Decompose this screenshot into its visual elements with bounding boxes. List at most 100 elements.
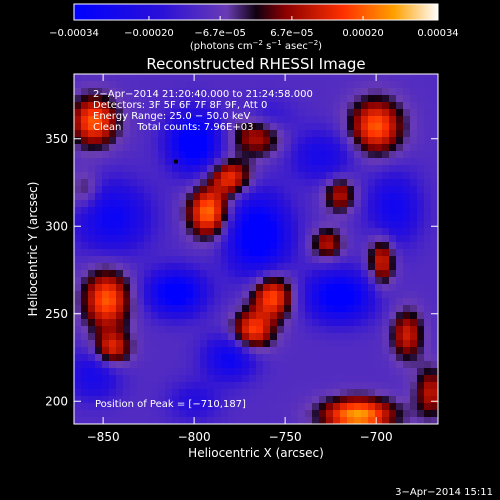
heatmap-cell bbox=[228, 172, 236, 180]
heatmap-cell bbox=[347, 368, 355, 376]
heatmap-cell bbox=[242, 95, 250, 103]
heatmap-cell bbox=[382, 235, 390, 243]
heatmap-cell bbox=[284, 333, 292, 341]
heatmap-cell bbox=[228, 116, 236, 124]
heatmap-cell bbox=[354, 403, 362, 411]
heatmap-cell bbox=[235, 361, 243, 369]
heatmap-cell bbox=[179, 193, 187, 201]
heatmap-cell bbox=[207, 193, 215, 201]
heatmap-cell bbox=[382, 375, 390, 383]
heatmap-cell bbox=[130, 312, 138, 320]
heatmap-cell bbox=[137, 193, 145, 201]
heatmap-cell bbox=[256, 263, 264, 271]
heatmap-cell bbox=[88, 305, 96, 313]
heatmap-cell bbox=[123, 298, 131, 306]
heatmap-cell bbox=[291, 249, 299, 257]
heatmap-cell bbox=[270, 263, 278, 271]
heatmap-cell bbox=[263, 193, 271, 201]
heatmap-cell bbox=[354, 130, 362, 138]
heatmap-cell bbox=[347, 347, 355, 355]
heatmap-cell bbox=[305, 375, 313, 383]
y-tick-label: 250 bbox=[45, 307, 68, 321]
heatmap-cell bbox=[340, 270, 348, 278]
heatmap-cell bbox=[347, 417, 355, 425]
heatmap-cell bbox=[74, 130, 82, 138]
heatmap-cell bbox=[151, 88, 159, 96]
heatmap-cell bbox=[410, 270, 418, 278]
heatmap-cell bbox=[347, 270, 355, 278]
heatmap-cell bbox=[242, 88, 250, 96]
heatmap-cell bbox=[403, 389, 411, 397]
heatmap-cell bbox=[361, 214, 369, 222]
heatmap-cell bbox=[214, 186, 222, 194]
heatmap-cell bbox=[158, 270, 166, 278]
heatmap-cell bbox=[172, 242, 180, 250]
heatmap-cell bbox=[326, 270, 334, 278]
heatmap-cell bbox=[102, 242, 110, 250]
heatmap-cell bbox=[375, 340, 383, 348]
heatmap-cell bbox=[354, 256, 362, 264]
heatmap-cell bbox=[144, 74, 152, 82]
heatmap-cell bbox=[235, 165, 243, 173]
heatmap-cell bbox=[214, 165, 222, 173]
heatmap-cell bbox=[102, 354, 110, 362]
heatmap-cell bbox=[144, 95, 152, 103]
heatmap-cell bbox=[403, 326, 411, 334]
heatmap-cell bbox=[193, 88, 201, 96]
heatmap-cell bbox=[291, 165, 299, 173]
heatmap-cell bbox=[81, 102, 89, 110]
heatmap-cell bbox=[263, 109, 271, 117]
heatmap-cell bbox=[123, 221, 131, 229]
heatmap-cell bbox=[410, 109, 418, 117]
heatmap-cell bbox=[291, 340, 299, 348]
heatmap-cell bbox=[305, 284, 313, 292]
heatmap-cell bbox=[249, 102, 257, 110]
heatmap-cell bbox=[200, 410, 208, 418]
heatmap-cell bbox=[221, 396, 229, 404]
heatmap-cell bbox=[347, 186, 355, 194]
heatmap-cell bbox=[375, 305, 383, 313]
heatmap-cell bbox=[214, 172, 222, 180]
heatmap-cell bbox=[228, 361, 236, 369]
heatmap-cell bbox=[186, 193, 194, 201]
heatmap-cell bbox=[389, 270, 397, 278]
heatmap-cell bbox=[396, 333, 404, 341]
heatmap-cell bbox=[172, 123, 180, 131]
heatmap-cell bbox=[354, 284, 362, 292]
heatmap-cell bbox=[319, 207, 327, 215]
heatmap-cell bbox=[179, 221, 187, 229]
heatmap-cell bbox=[200, 417, 208, 425]
heatmap-cell bbox=[214, 207, 222, 215]
heatmap-cell bbox=[193, 249, 201, 257]
heatmap-cell bbox=[396, 270, 404, 278]
heatmap-cell bbox=[389, 88, 397, 96]
heatmap-cell bbox=[200, 368, 208, 376]
heatmap-cell bbox=[305, 270, 313, 278]
heatmap-cell bbox=[403, 151, 411, 159]
heatmap-cell bbox=[270, 235, 278, 243]
heatmap-cell bbox=[165, 298, 173, 306]
heatmap-cell bbox=[361, 137, 369, 145]
heatmap-cell bbox=[186, 158, 194, 166]
heatmap-cell bbox=[354, 116, 362, 124]
heatmap-cell bbox=[263, 158, 271, 166]
heatmap-cell bbox=[109, 123, 117, 131]
heatmap-cell bbox=[151, 200, 159, 208]
heatmap-cell bbox=[109, 284, 117, 292]
heatmap-cell bbox=[312, 354, 320, 362]
x-tick-label: −850 bbox=[87, 430, 120, 444]
heatmap-cell bbox=[102, 221, 110, 229]
heatmap-cell bbox=[270, 102, 278, 110]
heatmap-cell bbox=[354, 200, 362, 208]
heatmap-cell bbox=[207, 102, 215, 110]
heatmap-cell bbox=[340, 242, 348, 250]
heatmap-cell bbox=[319, 130, 327, 138]
heatmap-cell bbox=[312, 333, 320, 341]
heatmap-cell bbox=[207, 151, 215, 159]
heatmap-cell bbox=[109, 193, 117, 201]
heatmap-cell bbox=[403, 298, 411, 306]
heatmap-cell bbox=[347, 214, 355, 222]
heatmap-cell bbox=[130, 284, 138, 292]
heatmap-cell bbox=[214, 263, 222, 271]
heatmap-cell bbox=[151, 333, 159, 341]
